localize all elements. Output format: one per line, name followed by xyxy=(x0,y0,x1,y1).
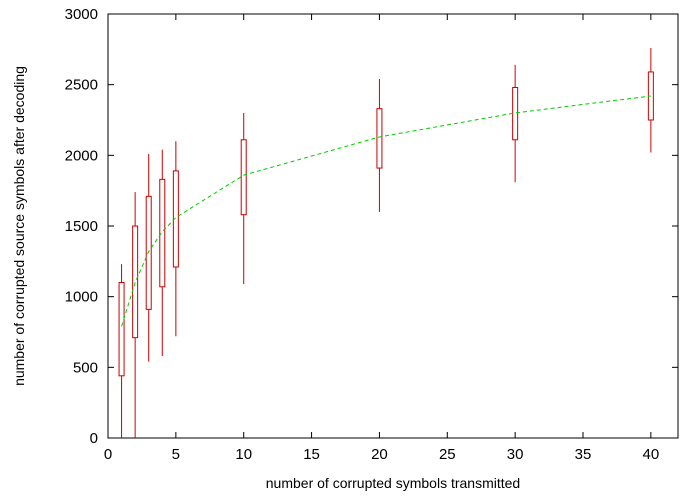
box xyxy=(132,225,139,339)
x-axis-title: number of corrupted symbols transmitted xyxy=(266,475,520,491)
x-tick-label: 20 xyxy=(371,446,388,463)
box-series xyxy=(118,47,654,438)
y-axis-title: number of corrupted source symbols after… xyxy=(11,66,27,386)
box xyxy=(172,170,179,268)
x-tick-label: 40 xyxy=(643,446,660,463)
y-tick-label: 2000 xyxy=(65,147,98,164)
box-x-3 xyxy=(145,153,152,362)
box-x-20 xyxy=(376,79,383,212)
x-tick-label: 15 xyxy=(303,446,320,463)
y-tick-label: 0 xyxy=(90,430,98,447)
box xyxy=(118,282,125,377)
mean-line xyxy=(121,95,651,327)
axis-ticks xyxy=(107,13,678,439)
box-x-40 xyxy=(647,47,654,153)
x-tick-label: 10 xyxy=(235,446,252,463)
box-x-10 xyxy=(240,112,247,284)
box-x-4 xyxy=(159,149,166,357)
box-x-1 xyxy=(118,264,125,438)
axis-tick-labels: 0 5 10 15 20 25 30 35 40 0 500 1000 1500 2000 2500 3000 xyxy=(65,6,660,463)
box xyxy=(376,108,383,169)
y-tick-label: 3000 xyxy=(65,6,98,23)
box xyxy=(240,139,247,216)
x-tick-label: 35 xyxy=(575,446,592,463)
plot-frame xyxy=(107,13,679,439)
box-x-30 xyxy=(512,64,519,183)
y-tick-label: 500 xyxy=(73,359,98,376)
x-tick-label: 5 xyxy=(172,446,180,463)
box xyxy=(145,195,152,310)
x-tick-label: 30 xyxy=(507,446,524,463)
box xyxy=(159,178,166,288)
y-tick-label: 1000 xyxy=(65,289,98,306)
box-x-5 xyxy=(172,141,179,337)
x-tick-label: 25 xyxy=(439,446,456,463)
y-tick-label: 2500 xyxy=(65,77,98,94)
box-x-2 xyxy=(132,192,139,438)
box xyxy=(512,86,519,141)
y-tick-label: 1500 xyxy=(65,218,98,235)
x-tick-label: 0 xyxy=(104,446,112,463)
